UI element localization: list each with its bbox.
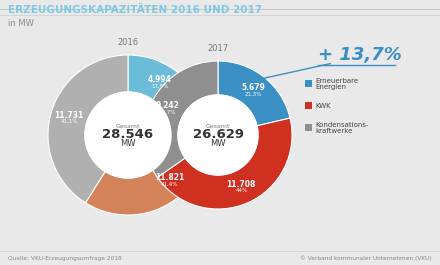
Wedge shape [85, 99, 208, 215]
Text: Quelle: VKU-Erzeugungsumfrage 2018: Quelle: VKU-Erzeugungsumfrage 2018 [8, 256, 122, 261]
Text: + 13,7%: + 13,7% [318, 46, 402, 64]
Text: Gesamt: Gesamt [116, 125, 140, 130]
Text: © Verband kommunaler Unternehmen (VKU): © Verband kommunaler Unternehmen (VKU) [301, 255, 432, 261]
Text: 41,4%: 41,4% [161, 181, 178, 186]
Text: 5.679: 5.679 [242, 83, 265, 92]
Text: Kondensations-: Kondensations- [315, 122, 368, 128]
Text: 41,1%: 41,1% [60, 119, 77, 124]
Bar [305, 102, 312, 109]
Text: 11.731: 11.731 [54, 111, 84, 120]
Text: 21,3%: 21,3% [245, 91, 262, 96]
Text: 11.708: 11.708 [227, 180, 256, 188]
Wedge shape [144, 61, 218, 177]
Text: in MW: in MW [8, 19, 34, 28]
Wedge shape [128, 55, 199, 116]
Text: 2017: 2017 [207, 44, 228, 53]
Text: 44%: 44% [235, 188, 247, 193]
Text: Energien: Energien [315, 84, 346, 90]
Text: 4.994: 4.994 [148, 75, 172, 84]
Text: 2016: 2016 [117, 38, 139, 47]
Text: 34,7%: 34,7% [159, 110, 176, 115]
Circle shape [178, 95, 258, 175]
Bar [305, 124, 312, 131]
Wedge shape [158, 118, 292, 209]
Text: 26.629: 26.629 [193, 127, 243, 140]
Text: MW: MW [210, 139, 226, 148]
Text: Gesamt: Gesamt [206, 125, 230, 130]
Wedge shape [218, 61, 290, 126]
Text: 17,5%: 17,5% [151, 83, 169, 89]
Text: KWK: KWK [315, 103, 330, 108]
Text: Erneuerbare: Erneuerbare [315, 78, 358, 84]
Circle shape [85, 92, 171, 178]
Text: MW: MW [120, 139, 136, 148]
Text: 11.821: 11.821 [155, 173, 184, 182]
Text: 9.242: 9.242 [155, 101, 180, 110]
Text: ERZEUGUNGSKAPAZITÄTEN 2016 UND 2017: ERZEUGUNGSKAPAZITÄTEN 2016 UND 2017 [8, 5, 262, 15]
Bar [305, 80, 312, 87]
Text: kraftwerke: kraftwerke [315, 128, 352, 134]
Text: 28.546: 28.546 [103, 127, 154, 140]
Wedge shape [48, 55, 128, 203]
